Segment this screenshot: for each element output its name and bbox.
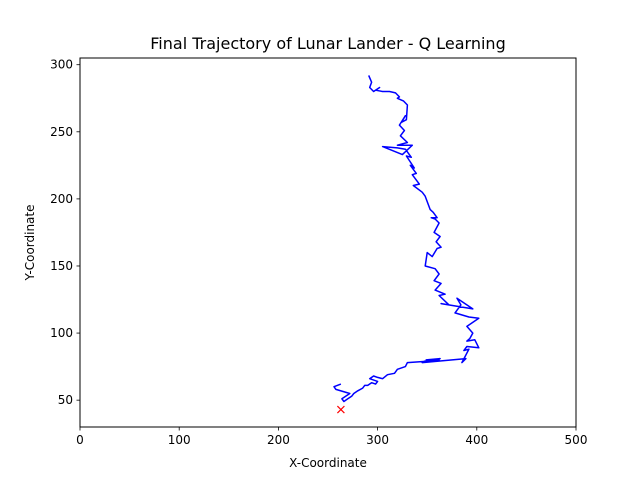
x-tick-label: 100 <box>168 433 191 447</box>
y-tick-label: 200 <box>50 192 73 206</box>
x-tick-label: 200 <box>267 433 290 447</box>
plot-area <box>333 75 480 414</box>
trajectory-line <box>333 75 480 403</box>
x-tick-label: 400 <box>465 433 488 447</box>
y-axis-label: Y-Coordinate <box>23 204 37 281</box>
x-axis-ticks: 0 100 200 300 400 500 <box>76 427 587 447</box>
x-tick-label: 0 <box>76 433 84 447</box>
y-tick-label: 100 <box>50 326 73 340</box>
y-tick-label: 300 <box>50 58 73 72</box>
y-tick-label: 250 <box>50 125 73 139</box>
x-tick-label: 500 <box>565 433 588 447</box>
plot-frame <box>79 57 577 428</box>
y-axis-ticks: 50 100 150 200 250 300 <box>50 58 80 407</box>
y-tick-label: 150 <box>50 259 73 273</box>
y-tick-label: 50 <box>58 393 73 407</box>
x-axis-label: X-Coordinate <box>289 456 367 470</box>
chart-title: Final Trajectory of Lunar Lander - Q Lea… <box>150 34 505 53</box>
landing-marker <box>336 405 345 414</box>
x-tick-label: 300 <box>366 433 389 447</box>
